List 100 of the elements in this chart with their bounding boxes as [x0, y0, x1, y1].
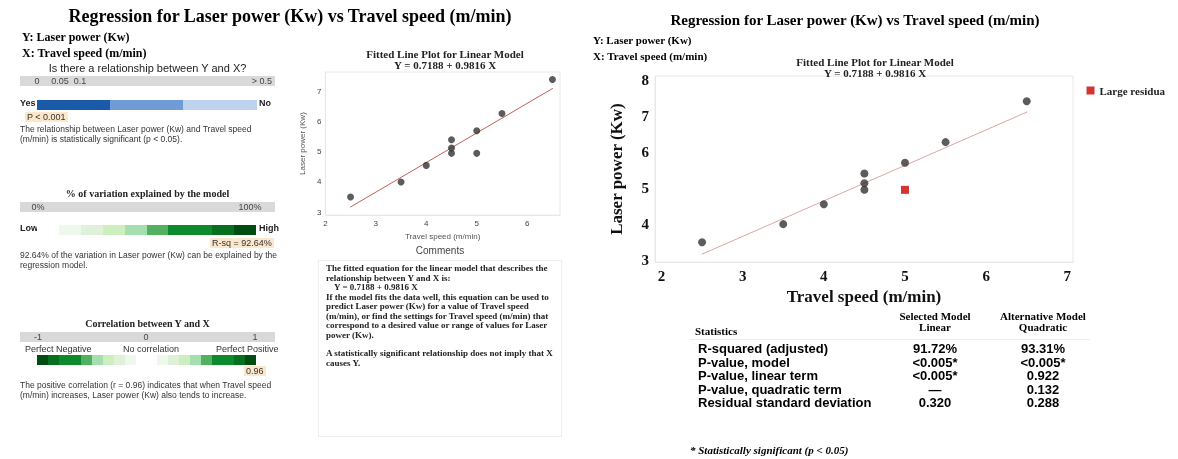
category-label: P-value, linear term	[698, 368, 818, 383]
text: R-sq = 92.64%	[210, 238, 274, 248]
text: 0.288	[1026, 395, 1060, 410]
point	[779, 220, 788, 229]
chart-subtitle: Y = 0.7188 + 0.9816 X	[823, 66, 927, 79]
point	[941, 138, 950, 147]
text: <0.005*	[912, 354, 958, 370]
y-axis-title: Laser power (Kw)	[607, 103, 626, 235]
y-tick-label: 3	[316, 207, 322, 217]
text: 91.72%	[912, 341, 958, 356]
text: % of variation explained by the model	[64, 188, 231, 199]
text: Comments	[414, 245, 466, 256]
category-label: 0.05	[50, 76, 70, 86]
text: No correlation	[123, 344, 180, 354]
category-label: -1	[33, 332, 43, 342]
x-tick-label: 2	[657, 267, 666, 284]
text: Low	[20, 223, 38, 233]
point	[900, 185, 909, 194]
text: <0.005*	[1020, 354, 1066, 370]
x-tick-label: 5	[901, 267, 909, 284]
x-tick-label: 4	[820, 267, 829, 284]
point	[347, 193, 355, 201]
y-tick-label: 5	[641, 180, 649, 197]
text: 0.320	[918, 395, 952, 410]
y-tick-label: 8	[641, 71, 649, 88]
x-tick-label: 5	[474, 218, 480, 228]
text: Y: Laser power (Kw)	[593, 34, 692, 46]
category-label: P-value, quadratic term	[698, 381, 842, 397]
text: 92.64% of the variation in Laser power (Kw) can be explained by the regression model.	[20, 250, 279, 270]
point	[498, 110, 506, 118]
text: Y: Laser power (Kw)	[22, 30, 130, 45]
text: Perfect Positive	[216, 344, 279, 354]
y-tick-label: 7	[641, 107, 650, 124]
text: —	[928, 381, 942, 397]
x-tick-label: 3	[738, 267, 747, 284]
point	[860, 169, 869, 178]
text: Regression for Laser power (Kw) vs Travel speed (m/min)	[669, 12, 1041, 29]
x-tick-label: 6	[524, 218, 530, 228]
x-tick-label: 3	[373, 218, 379, 228]
y-tick-label: 7	[316, 87, 322, 97]
text: X: Travel speed (m/min)	[22, 46, 147, 61]
category-label: > 0.5	[250, 76, 274, 86]
text: 0.132	[1026, 381, 1060, 397]
text: * Statistically significant (p < 0.05)	[690, 444, 849, 456]
chart-title: Fitted Line Plot for Linear Model	[796, 55, 954, 68]
text: Is there a relationship between Y and X?	[47, 62, 248, 74]
point	[1022, 97, 1031, 106]
point	[422, 161, 430, 169]
x-tick-label: 7	[1063, 267, 1072, 284]
text: X: Travel speed (m/min)	[593, 50, 708, 62]
text: 0.922	[1026, 368, 1060, 383]
point	[473, 127, 481, 135]
category-label: 0	[33, 76, 41, 86]
point	[901, 158, 909, 167]
y-tick-label: 6	[641, 143, 650, 160]
x-tick-label: 4	[424, 218, 430, 228]
point	[548, 76, 556, 84]
text: The relationship between Laser power (Kw) and Travel speed (m/min) is statistically significant (p < 0.05).	[20, 124, 253, 144]
text: Y = 0.7188 + 0.9816 X	[334, 282, 419, 293]
x-tick-label: 6	[982, 267, 991, 284]
point	[860, 179, 869, 188]
point	[448, 144, 456, 152]
point	[448, 149, 456, 157]
text: High	[259, 223, 279, 233]
text: A statistically significant relationship does not imply that X causes Y.	[326, 348, 554, 368]
category-label: 0.1	[73, 76, 87, 86]
category-label: 0	[142, 332, 150, 342]
text: The fitted equation for the linear model that describes the relationship between Y and X is:	[326, 263, 549, 283]
text: If the model fits the data well, this equation can be used to predict Laser power (Kw) for a value of Travel speed (m/min), or find the settings for Travel speed (m/min) that correspond to a desired value or range of values for Laser power (Kw).	[326, 291, 550, 340]
category-label: 1	[251, 332, 259, 342]
category-label: Selected Model Linear	[898, 310, 972, 333]
text: Regression for Laser power (Kw) vs Travel speed (m/min)	[67, 6, 513, 27]
chart-subtitle: Y = 0.7188 + 0.9816 X	[393, 58, 497, 71]
x-tick-label: 2	[323, 218, 329, 228]
text: Yes	[20, 98, 36, 108]
legend-label: Large residua	[1099, 84, 1166, 97]
point	[473, 149, 481, 157]
text: P < 0.001	[25, 112, 68, 122]
y-tick-label: 3	[641, 252, 649, 269]
text: No	[259, 98, 271, 108]
category-label: Residual standard deviation	[698, 395, 872, 410]
point	[698, 238, 707, 247]
text: Perfect Negative	[25, 344, 92, 354]
x-axis-title: Travel speed (m/min)	[405, 231, 481, 241]
category-label: 0%	[30, 202, 46, 212]
text: <0.005*	[912, 368, 958, 383]
text: Correlation between Y and X	[84, 318, 211, 329]
point	[448, 136, 456, 144]
y-tick-label: 4	[316, 177, 322, 187]
y-tick-label: 6	[316, 117, 322, 127]
text: The positive correlation (r = 0.96) indicates that when Travel speed (m/min) increases, Laser power (Kw) also tends to increase.	[20, 380, 273, 400]
y-axis-title: Laser power (Kw)	[297, 111, 307, 175]
x-axis-title: Travel speed (m/min)	[786, 287, 942, 306]
text: Statistics	[695, 325, 738, 337]
category-label: Alternative Model Quadratic	[999, 310, 1087, 333]
text: 0.96	[244, 366, 266, 376]
category-label: R-squared (adjusted)	[698, 341, 829, 356]
category-label: 100%	[237, 202, 263, 212]
text: 93.31%	[1020, 341, 1066, 356]
y-tick-label: 5	[316, 147, 322, 157]
